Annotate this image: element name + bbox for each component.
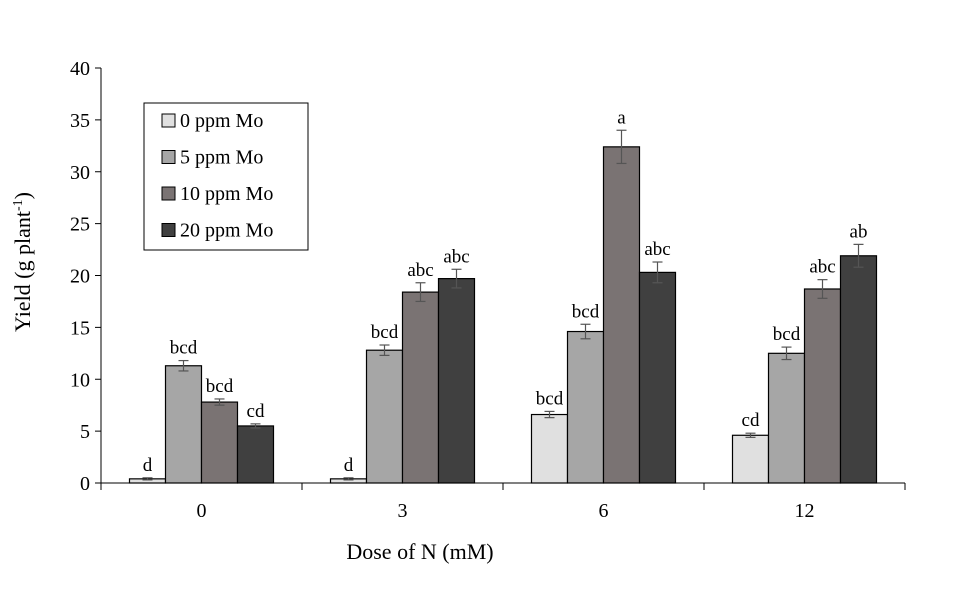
significance-letter: bcd: [773, 324, 801, 345]
significance-letter: d: [344, 455, 354, 476]
legend-label: 20 ppm Mo: [180, 220, 273, 242]
y-tick-label: 25: [70, 214, 90, 236]
legend: 0 ppm Mo 5 ppm Mo 10 ppm Mo 20 ppm Mo: [143, 102, 309, 251]
y-tick-label: 40: [70, 58, 90, 80]
bar: [236, 425, 275, 484]
legend-swatch: [161, 186, 176, 201]
legend-label: 0 ppm Mo: [180, 110, 263, 132]
significance-letter: abc: [407, 260, 433, 281]
legend-swatch: [161, 223, 176, 237]
y-axis-title-main: Yield (g plant: [10, 211, 35, 332]
y-tick-label: 35: [70, 110, 90, 132]
y-tick-label: 5: [80, 421, 90, 443]
x-tick-label: 12: [795, 500, 815, 522]
axes: 0 5 10 15 20 25 30 35 40 0 3 6 12: [70, 58, 906, 522]
significance-letter: abc: [809, 257, 835, 278]
legend-swatch: [161, 150, 176, 164]
significance-letter: cd: [247, 401, 265, 422]
y-tick-label: 15: [70, 317, 90, 339]
y-axis-title-superscript: -1: [11, 199, 26, 211]
significance-letter: d: [143, 455, 153, 476]
x-tick-label: 6: [599, 500, 609, 522]
bar: [731, 434, 770, 484]
bar: [164, 365, 203, 484]
significance-letter: bcd: [536, 388, 564, 409]
bar: [767, 352, 806, 484]
y-tick-label: 10: [70, 369, 90, 391]
bar: [530, 413, 569, 484]
significance-letter: ab: [850, 221, 868, 242]
significance-letter: bcd: [170, 338, 198, 359]
y-tick-label: 20: [70, 266, 90, 288]
bar: [365, 349, 404, 484]
y-tick-label: 0: [80, 473, 90, 495]
significance-letter: abc: [644, 239, 670, 260]
significance-letter: bcd: [371, 322, 399, 343]
y-axis-title-tail: ): [10, 192, 35, 199]
bar: [200, 401, 239, 484]
bar: [839, 255, 878, 484]
x-tick-label: 3: [398, 500, 408, 522]
x-tick-label: 0: [197, 500, 207, 522]
bar: [566, 330, 605, 484]
bar: [803, 288, 842, 484]
bar: [602, 146, 641, 484]
significance-letter: cd: [742, 410, 760, 431]
significance-letter: a: [617, 107, 626, 128]
x-axis-title: Dose of N (mM): [346, 539, 493, 564]
legend-swatch: [161, 113, 176, 128]
significance-letter: bcd: [206, 376, 234, 397]
significance-letter: abc: [443, 246, 469, 267]
legend-label: 10 ppm Mo: [180, 183, 273, 205]
significance-letter: bcd: [572, 301, 600, 322]
bar: [401, 291, 440, 484]
bar: [638, 271, 677, 484]
y-tick-label: 30: [70, 162, 90, 184]
y-axis-title: Yield (g plant-1): [10, 192, 35, 332]
bar: [437, 278, 476, 484]
legend-label: 5 ppm Mo: [180, 147, 263, 169]
